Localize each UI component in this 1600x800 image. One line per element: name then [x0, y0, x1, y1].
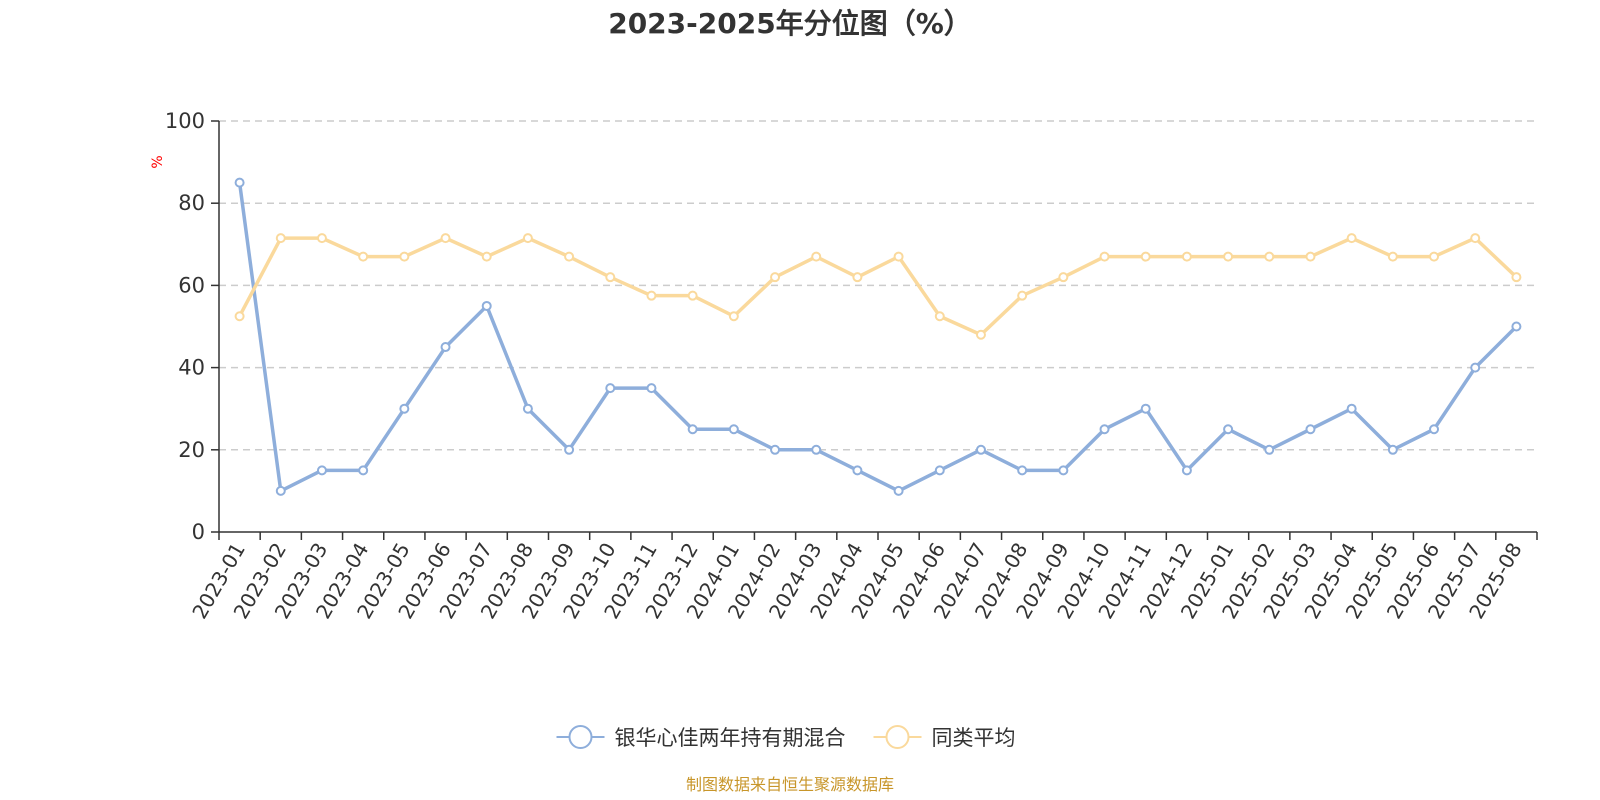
data-point[interactable] — [1305, 424, 1316, 435]
data-point[interactable] — [975, 444, 986, 455]
data-point[interactable] — [1058, 465, 1069, 476]
source-note: 制图数据来自恒生聚源数据库 — [686, 775, 894, 794]
data-point[interactable] — [1058, 272, 1069, 283]
data-point[interactable] — [646, 290, 657, 301]
data-point[interactable] — [234, 177, 245, 188]
axis-layer: 0204060801002023-012023-022023-032023-04… — [165, 109, 1538, 623]
data-point[interactable] — [770, 444, 781, 455]
data-point[interactable] — [440, 233, 451, 244]
data-point[interactable] — [1470, 362, 1481, 373]
data-point[interactable] — [275, 485, 286, 496]
data-point[interactable] — [728, 311, 739, 322]
data-point[interactable] — [1017, 465, 1028, 476]
series-layer — [234, 177, 1522, 496]
data-point[interactable] — [811, 251, 822, 262]
legend-item-1[interactable]: 银华心佳两年持有期混合 — [556, 725, 846, 750]
grid-layer — [219, 120, 1537, 451]
series-line — [238, 236, 1518, 337]
data-point[interactable] — [1264, 251, 1275, 262]
data-point[interactable] — [316, 233, 327, 244]
data-point[interactable] — [1387, 251, 1398, 262]
data-point[interactable] — [687, 290, 698, 301]
data-point[interactable] — [399, 251, 410, 262]
legend[interactable]: 银华心佳两年持有期混合 同类平均 — [556, 725, 1016, 750]
data-point[interactable] — [1346, 233, 1357, 244]
data-point[interactable] — [975, 329, 986, 340]
data-point[interactable] — [522, 233, 533, 244]
data-point[interactable] — [1511, 272, 1522, 283]
legend-marker — [885, 725, 910, 749]
legend-label: 银华心佳两年持有期混合 — [615, 726, 846, 750]
data-point[interactable] — [811, 444, 822, 455]
y-axis-unit: % — [150, 155, 166, 168]
data-point[interactable] — [1223, 251, 1234, 262]
data-point[interactable] — [564, 444, 575, 455]
data-point[interactable] — [1429, 251, 1440, 262]
data-point[interactable] — [687, 424, 698, 435]
legend-label: 同类平均 — [932, 726, 1016, 750]
data-point[interactable] — [1099, 251, 1110, 262]
data-point[interactable] — [481, 300, 492, 311]
data-point[interactable] — [770, 272, 781, 283]
data-point[interactable] — [1470, 233, 1481, 244]
data-point[interactable] — [481, 251, 492, 262]
data-point[interactable] — [1140, 251, 1151, 262]
data-point[interactable] — [934, 311, 945, 322]
data-point[interactable] — [852, 272, 863, 283]
y-tick-label: 100 — [165, 109, 205, 133]
data-point[interactable] — [1429, 424, 1440, 435]
chart-title: 2023-2025年分位图（%） — [608, 7, 972, 40]
y-tick-label: 60 — [178, 273, 205, 297]
data-point[interactable] — [893, 251, 904, 262]
data-point[interactable] — [1099, 424, 1110, 435]
legend-marker — [568, 725, 593, 749]
data-point[interactable] — [1511, 321, 1522, 332]
data-point[interactable] — [1346, 403, 1357, 414]
series-line — [237, 182, 1518, 493]
data-point[interactable] — [1017, 290, 1028, 301]
data-point[interactable] — [316, 465, 327, 476]
data-point[interactable] — [1305, 251, 1316, 262]
data-point[interactable] — [399, 403, 410, 414]
y-tick-label: 20 — [178, 438, 205, 462]
data-point[interactable] — [893, 485, 904, 496]
data-point[interactable] — [1223, 424, 1234, 435]
data-point[interactable] — [605, 272, 616, 283]
y-tick-label: 40 — [178, 356, 205, 380]
data-point[interactable] — [275, 233, 286, 244]
data-point[interactable] — [728, 424, 739, 435]
data-point[interactable] — [1387, 444, 1398, 455]
data-point[interactable] — [605, 383, 616, 394]
data-point[interactable] — [646, 383, 657, 394]
series-2 — [234, 233, 1522, 340]
data-point[interactable] — [1181, 465, 1192, 476]
series-1 — [234, 177, 1522, 496]
data-point[interactable] — [1181, 251, 1192, 262]
data-point[interactable] — [934, 465, 945, 476]
y-tick-label: 0 — [192, 520, 205, 544]
data-point[interactable] — [852, 465, 863, 476]
legend-item-2[interactable]: 同类平均 — [873, 725, 1016, 750]
data-point[interactable] — [522, 403, 533, 414]
y-tick-label: 80 — [178, 191, 205, 215]
data-point[interactable] — [1264, 444, 1275, 455]
data-point[interactable] — [358, 251, 369, 262]
data-point[interactable] — [358, 465, 369, 476]
data-point[interactable] — [440, 342, 451, 353]
data-point[interactable] — [234, 311, 245, 322]
data-point[interactable] — [564, 251, 575, 262]
data-point[interactable] — [1140, 403, 1151, 414]
